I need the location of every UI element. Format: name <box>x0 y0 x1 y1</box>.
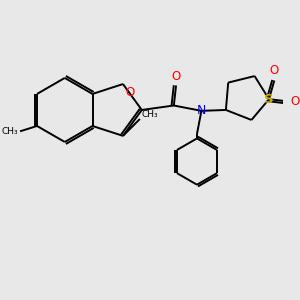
Text: O: O <box>126 86 135 99</box>
Text: O: O <box>171 70 181 83</box>
Text: O: O <box>270 64 279 77</box>
Text: CH₃: CH₃ <box>2 127 18 136</box>
Text: CH₃: CH₃ <box>141 110 158 119</box>
Text: S: S <box>264 93 274 106</box>
Text: O: O <box>290 95 300 108</box>
Text: N: N <box>197 104 206 117</box>
